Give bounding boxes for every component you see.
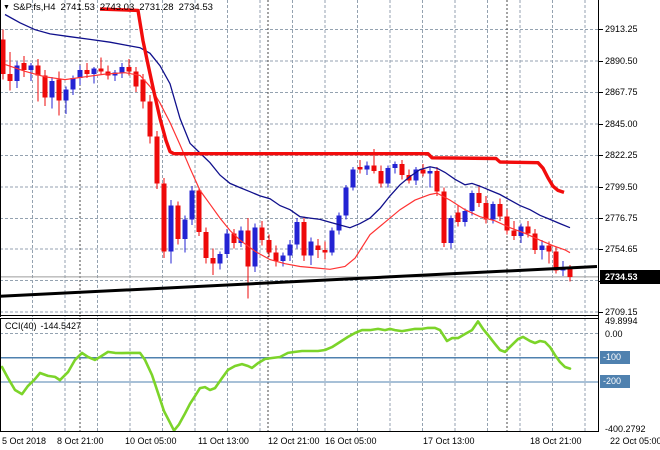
price-axis-label: 2867.75 <box>605 87 638 97</box>
chart-header: ▼ S&P.fs,H4 2741.53 2743.03 2731.28 2734.53 <box>3 2 218 13</box>
time-axis-label: 10 Oct 05:00 <box>125 436 177 446</box>
cci-indicator-label: CCI(40) -144.5427 <box>5 321 85 331</box>
price-axis-tick <box>599 61 603 62</box>
price-axis-label: 2709.15 <box>605 307 638 317</box>
grid <box>0 0 598 317</box>
trailing-stop-line <box>99 7 565 195</box>
ohlc-low: 2731.28 <box>139 2 174 13</box>
cci-level-badge: -200 <box>600 375 630 388</box>
day-separators <box>79 0 508 317</box>
cci-line <box>0 320 572 432</box>
cci-value: -144.5427 <box>40 321 82 331</box>
chart-marker-icon: ▼ <box>3 4 10 11</box>
time-axis-label: 8 Oct 21:00 <box>57 436 104 446</box>
cci-axis-max-label: 49.8994 <box>605 316 638 326</box>
price-axis-tick <box>599 312 603 313</box>
ma-fast-line <box>4 63 571 270</box>
time-axis-label: 22 Oct 05:00 <box>610 436 660 446</box>
ohlc-open: 2741.53 <box>60 2 95 13</box>
price-axis-label: 2754.65 <box>605 244 638 254</box>
price-axis-tick <box>599 187 603 188</box>
cci-axis-zero-label: 0.00 <box>605 329 623 339</box>
cci-level-badge: -100 <box>600 351 630 364</box>
price-axis-label: 2776.75 <box>605 213 638 223</box>
current-price-badge: 2734.53 <box>600 270 660 284</box>
price-axis-label: 2890.50 <box>605 56 638 66</box>
time-axis-label: 17 Oct 13:00 <box>423 436 475 446</box>
cci-grid <box>32 318 586 432</box>
ohlc-high: 2743.03 <box>99 2 135 13</box>
time-axis-label: 18 Oct 21:00 <box>530 436 582 446</box>
price-axis[interactable]: 2913.25 2890.50 2867.75 2845.00 2822.25 2799.… <box>598 0 660 434</box>
cci-name: CCI(40) <box>5 321 37 331</box>
chart-symbol-label: S&P.fs,H4 <box>12 2 56 13</box>
time-axis-label: 16 Oct 05:00 <box>325 436 377 446</box>
time-axis-label: 11 Oct 13:00 <box>198 436 249 446</box>
time-axis-label: 12 Oct 21:00 <box>268 436 320 446</box>
price-axis-label: 2845.00 <box>605 119 638 129</box>
main-price-chart[interactable] <box>0 0 598 317</box>
time-axis-label: 5 Oct 2018 <box>2 436 47 446</box>
price-axis-tick <box>599 124 603 125</box>
price-axis-label: 2822.25 <box>605 150 638 160</box>
price-axis-tick <box>599 29 603 30</box>
ohlc-close: 2734.53 <box>178 2 213 13</box>
price-axis-tick <box>599 92 603 93</box>
ma-slow-line <box>4 13 571 229</box>
time-axis[interactable]: 5 Oct 2018 8 Oct 21:00 10 Oct 05:00 11 Oct … <box>0 432 660 450</box>
price-axis-tick <box>599 218 603 219</box>
candles <box>0 29 573 299</box>
cci-axis-min-label: -400.2792 <box>605 424 646 434</box>
price-axis-label: 2799.50 <box>605 182 638 192</box>
cci-indicator-chart[interactable] <box>0 318 598 432</box>
price-axis-tick <box>599 249 603 250</box>
price-axis-label: 2913.25 <box>605 24 638 34</box>
price-axis-tick <box>599 155 603 156</box>
support-trendline[interactable] <box>0 265 598 298</box>
